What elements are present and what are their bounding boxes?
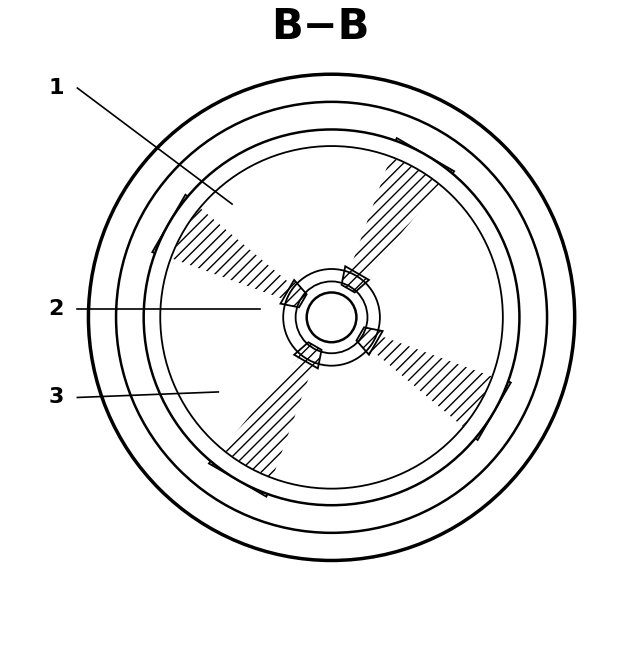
Polygon shape — [363, 173, 519, 381]
Circle shape — [116, 102, 547, 533]
Circle shape — [88, 74, 575, 561]
Polygon shape — [342, 266, 369, 292]
Polygon shape — [153, 195, 297, 307]
Polygon shape — [281, 280, 306, 307]
Polygon shape — [294, 342, 322, 368]
Text: B−B: B−B — [271, 7, 370, 48]
Polygon shape — [144, 130, 519, 505]
Polygon shape — [144, 253, 301, 462]
Text: 1: 1 — [48, 78, 63, 98]
Polygon shape — [366, 328, 511, 440]
Polygon shape — [88, 74, 575, 561]
Polygon shape — [267, 348, 476, 505]
Text: 3: 3 — [48, 387, 63, 408]
Polygon shape — [342, 138, 454, 283]
Polygon shape — [283, 269, 380, 366]
Circle shape — [306, 292, 356, 342]
Text: 2: 2 — [48, 299, 63, 319]
Polygon shape — [209, 352, 320, 497]
Polygon shape — [188, 130, 395, 286]
Polygon shape — [356, 327, 383, 355]
